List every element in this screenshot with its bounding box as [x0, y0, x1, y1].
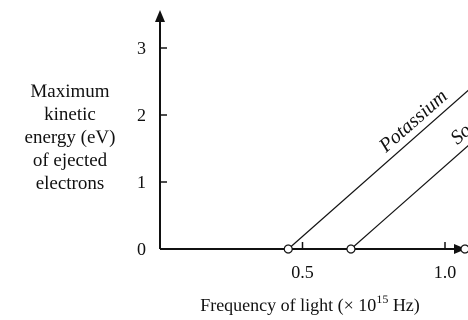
x-axis-label-unit: Hz)	[388, 295, 419, 316]
y-tick-label: 3	[137, 38, 146, 58]
series-label-potassium: Potassium	[374, 85, 452, 157]
y-axis-label-line: kinetic	[44, 104, 96, 125]
x-axis-label-text: Frequency of light (× 10	[200, 295, 376, 316]
y-tick-label: 2	[137, 105, 146, 125]
y-axis-arrow	[155, 10, 165, 22]
y-axis-label: Maximum kinetic energy (eV) of ejected e…	[4, 80, 136, 195]
y-axis-label-line: electrons	[35, 173, 105, 194]
y-axis-label-line: of ejected	[32, 150, 108, 171]
y-axis-label-line: Maximum	[30, 81, 110, 102]
y-tick-label: 0	[137, 239, 146, 259]
x-tick-label: 1.0	[434, 262, 457, 282]
y-axis-label-line: energy (eV)	[24, 127, 116, 148]
series-layer: PotassiumSodiumZinc	[283, 85, 468, 254]
axes: 0.51.01.50123	[137, 10, 466, 282]
threshold-marker	[283, 244, 293, 254]
x-axis-label: Frequency of light (× 1015 Hz)	[200, 292, 420, 316]
threshold-marker	[460, 244, 468, 254]
x-axis-label-exponent: 15	[376, 292, 388, 306]
series-line-sodium	[350, 145, 468, 250]
series-line-potassium	[287, 89, 468, 250]
x-axis-arrow	[454, 244, 466, 254]
y-tick-label: 1	[137, 172, 146, 192]
threshold-marker	[346, 244, 356, 254]
x-tick-label: 0.5	[291, 262, 314, 282]
